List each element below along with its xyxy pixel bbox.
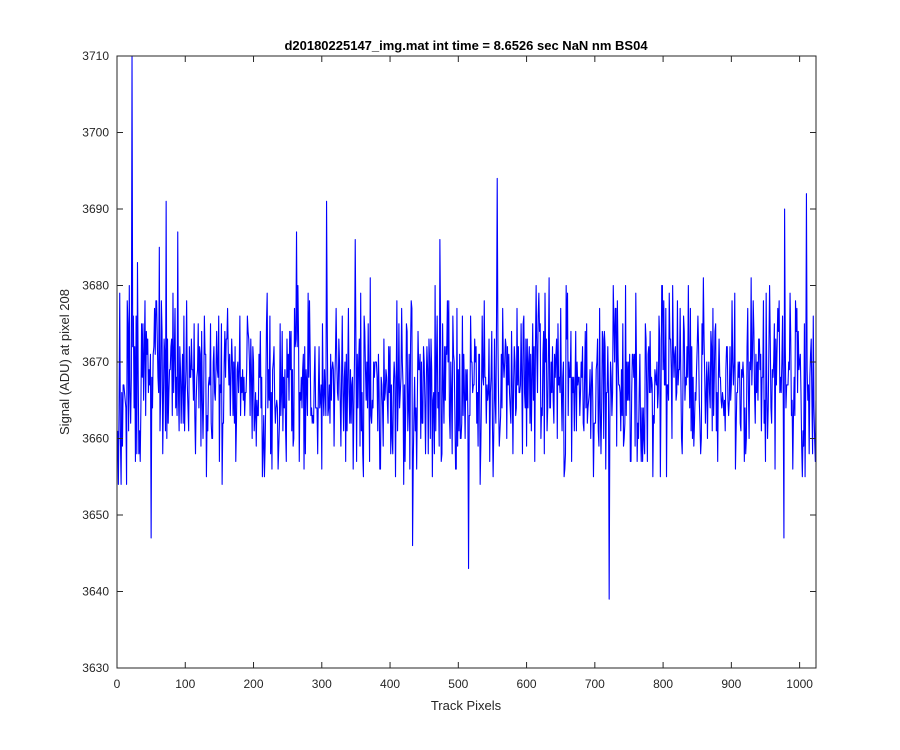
x-tick-label: 300 bbox=[312, 677, 332, 691]
x-tick-label: 0 bbox=[114, 677, 121, 691]
y-axis-label: Signal (ADU) at pixel 208 bbox=[57, 289, 72, 435]
x-tick-label: 400 bbox=[380, 677, 400, 691]
y-tick-label: 3650 bbox=[82, 508, 109, 522]
x-axis-label: Track Pixels bbox=[431, 698, 502, 713]
y-tick-label: 3690 bbox=[82, 202, 109, 216]
x-tick-label: 200 bbox=[244, 677, 264, 691]
y-tick-label: 3700 bbox=[82, 126, 109, 140]
y-tick-label: 3680 bbox=[82, 279, 109, 293]
x-tick-label: 500 bbox=[448, 677, 468, 691]
y-tick-label: 3630 bbox=[82, 661, 109, 675]
x-tick-label: 800 bbox=[653, 677, 673, 691]
y-tick-label: 3710 bbox=[82, 49, 109, 63]
x-tick-label: 1000 bbox=[786, 677, 813, 691]
series-line bbox=[117, 56, 816, 600]
x-tick-label: 100 bbox=[175, 677, 195, 691]
y-tick-label: 3660 bbox=[82, 432, 109, 446]
x-tick-label: 700 bbox=[585, 677, 605, 691]
chart-title: d20180225147_img.mat int time = 8.6526 s… bbox=[284, 38, 648, 53]
x-tick-label: 600 bbox=[517, 677, 537, 691]
y-tick-label: 3670 bbox=[82, 355, 109, 369]
data-layer bbox=[117, 56, 816, 600]
axes-layer: 0 100 200 300 400 500 600 700 800 900 1000 3630 3640… bbox=[82, 49, 817, 691]
x-tick-label: 900 bbox=[721, 677, 741, 691]
y-tick-label: 3640 bbox=[82, 585, 109, 599]
